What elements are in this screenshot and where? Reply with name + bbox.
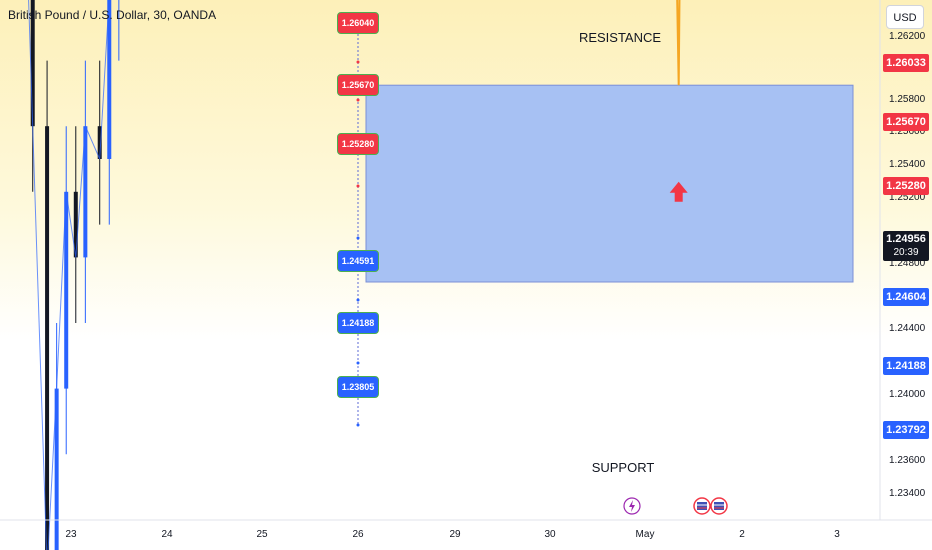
chart-title: British Pound / U.S. Dollar, 30, OANDA xyxy=(8,8,217,22)
price-label-support: 1.24188 xyxy=(883,357,929,375)
level-note-1.24188: 1.24188 xyxy=(337,312,379,334)
connector-dot xyxy=(356,423,360,427)
price-tick: 1.23600 xyxy=(889,455,926,466)
flag-canton xyxy=(714,502,724,510)
level-note-1.25280: 1.25280 xyxy=(337,133,379,155)
time-tick: May xyxy=(635,529,655,540)
support-zone xyxy=(365,84,854,283)
candle-down xyxy=(30,0,35,127)
price-tick: 1.25200 xyxy=(889,192,926,203)
candle-up xyxy=(83,126,88,258)
time-tick: 30 xyxy=(544,529,556,540)
candle-up xyxy=(107,0,112,159)
price-label-support: 1.23792 xyxy=(883,421,929,439)
level-note-1.23805: 1.23805 xyxy=(337,376,379,398)
level-note-1.25670: 1.25670 xyxy=(337,74,379,96)
candle-up xyxy=(64,191,69,389)
price-label-resistance: 1.25670 xyxy=(883,113,929,131)
time-tick: 25 xyxy=(256,529,268,540)
price-tick: 1.24400 xyxy=(889,323,926,334)
candle-up xyxy=(54,388,59,550)
price-tick: 1.25600 xyxy=(889,126,926,137)
time-tick: 3 xyxy=(834,529,840,540)
price-tick: 1.23400 xyxy=(889,488,926,499)
connector-dot xyxy=(356,98,360,102)
level-note-1.24591: 1.24591 xyxy=(337,250,379,272)
resistance-zone-label: RESISTANCE xyxy=(578,30,662,45)
time-tick: 23 xyxy=(65,529,77,540)
time-tick: 26 xyxy=(352,529,364,540)
candle-down xyxy=(45,126,50,550)
connector-dot xyxy=(356,60,360,64)
price-label-support: 1.24604 xyxy=(883,288,929,306)
current-price-value: 1.24956 xyxy=(886,233,926,245)
flag-canton xyxy=(697,502,707,510)
connector-dot xyxy=(356,361,360,365)
connector-dot xyxy=(356,184,360,188)
candle-down xyxy=(73,191,78,258)
time-tick: 29 xyxy=(449,529,461,540)
connector-dot xyxy=(356,298,360,302)
time-tick: 2 xyxy=(739,529,745,540)
price-tick: 1.24000 xyxy=(889,389,926,400)
connector-dot xyxy=(356,236,360,240)
price-tick: 1.24800 xyxy=(889,258,926,269)
lightning-bolt xyxy=(629,500,635,512)
candle-countdown: 20:39 xyxy=(893,247,919,258)
time-tick: 24 xyxy=(161,529,173,540)
level-note-1.26040: 1.26040 xyxy=(337,12,379,34)
currency-button[interactable]: USD xyxy=(886,5,924,29)
price-tick: 1.25800 xyxy=(889,94,926,105)
price-label-current: 1.24956 20:39 xyxy=(883,231,929,261)
price-tick: 1.26200 xyxy=(889,31,926,42)
price-label-resistance: 1.25280 xyxy=(883,177,929,195)
candle-down xyxy=(97,126,102,159)
price-label-resistance: 1.26033 xyxy=(883,54,929,72)
price-tick: 1.25400 xyxy=(889,159,926,170)
support-zone-label: SUPPORT xyxy=(591,460,655,475)
red-up-arrow-icon xyxy=(669,181,688,202)
